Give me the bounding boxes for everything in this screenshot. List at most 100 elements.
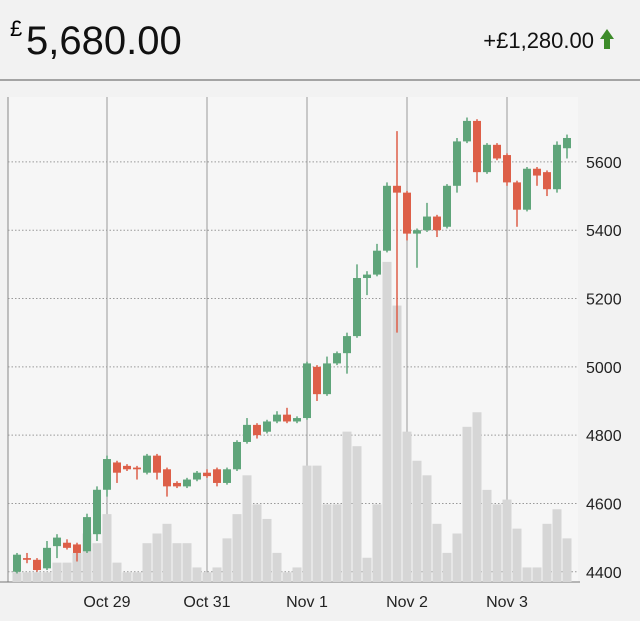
volume-bar (492, 504, 502, 582)
candle-body (563, 137, 571, 149)
volume-bar (482, 489, 492, 582)
candle-body (423, 216, 431, 231)
candle-body (483, 144, 491, 173)
volume-bar (242, 475, 252, 582)
volume-bar (372, 504, 382, 582)
candle-body (473, 120, 481, 173)
volume-bar (522, 567, 532, 582)
candle-body (243, 424, 251, 442)
y-tick-label: 4600 (586, 496, 622, 513)
candle-body (453, 141, 461, 186)
volume-bar (32, 572, 42, 582)
volume-bar (92, 543, 102, 582)
price-change: +£1,280.00 (483, 28, 594, 53)
volume-bar (62, 562, 72, 582)
candle-body (273, 414, 281, 422)
candle-body (173, 482, 181, 487)
volume-bar (422, 475, 432, 582)
volume-bar (252, 504, 262, 582)
volume-bar (172, 543, 182, 582)
candle-body (533, 168, 541, 176)
candle-body (113, 462, 121, 473)
candle-body (233, 441, 241, 470)
volume-bar (342, 431, 352, 582)
volume-bar (542, 523, 552, 582)
candle-body (283, 414, 291, 422)
y-tick-label: 4400 (586, 565, 622, 582)
volume-bar (362, 557, 372, 582)
x-tick-label: Oct 31 (183, 594, 230, 611)
candle-body (223, 469, 231, 483)
volume-bar (472, 412, 482, 582)
volume-bar (532, 567, 542, 582)
volume-bar (552, 509, 562, 582)
candle-body (183, 479, 191, 487)
volume-bar (322, 504, 332, 582)
volume-bar (562, 538, 572, 582)
x-tick-label: Oct 29 (83, 594, 130, 611)
volume-bar (352, 446, 362, 582)
candle-body (123, 465, 131, 470)
candle-body (513, 182, 521, 210)
volume-bar (82, 533, 92, 582)
volume-bar (262, 518, 272, 582)
candle-body (373, 250, 381, 275)
y-tick-label: 4800 (586, 428, 622, 445)
currency-symbol: £ (10, 16, 22, 41)
candle-body (63, 542, 71, 548)
candle-body (253, 424, 261, 436)
volume-bar (122, 572, 132, 582)
candle-body (73, 544, 81, 553)
volume-bar (212, 567, 222, 582)
candle-body (33, 559, 41, 571)
x-tick-label: Nov 1 (286, 594, 328, 611)
candle-body (383, 185, 391, 251)
volume-bar (412, 460, 422, 582)
volume-bar (142, 543, 152, 582)
x-tick-label: Nov 3 (486, 594, 528, 611)
volume-bar (502, 499, 512, 582)
candle-body (133, 467, 141, 470)
volume-bar (382, 261, 392, 582)
volume-bar (402, 431, 412, 582)
volume-bar (162, 523, 172, 582)
candle-body (523, 168, 531, 210)
volume-bar (442, 552, 452, 582)
x-tick-label: Nov 2 (386, 594, 428, 611)
candle-body (303, 363, 311, 419)
volume-bar (272, 552, 282, 582)
volume-bar (42, 572, 52, 582)
candle-body (93, 489, 101, 535)
candle-body (153, 455, 161, 473)
volume-bar (152, 533, 162, 582)
candle-body (103, 459, 111, 490)
candle-body (213, 469, 221, 483)
volume-bar (72, 552, 82, 582)
volume-bar (222, 538, 232, 582)
volume-bar (392, 305, 402, 582)
candle-body (43, 547, 51, 569)
price: 5,680.00 (26, 19, 182, 63)
volume-bar (102, 514, 112, 582)
candle-body (353, 278, 361, 337)
candle-body (323, 363, 331, 395)
candle-body (493, 144, 501, 159)
volume-bar (512, 528, 522, 582)
candle-body (413, 230, 421, 234)
candle-body (163, 469, 171, 487)
volume-bar (332, 504, 342, 582)
volume-bar (232, 514, 242, 582)
candle-body (433, 216, 441, 231)
volume-bar (12, 572, 22, 582)
volume-bar (202, 572, 212, 582)
candle-body (503, 155, 511, 183)
candle-body (203, 472, 211, 477)
volume-bar (302, 465, 312, 582)
candle-body (263, 421, 271, 432)
candle-body (143, 455, 151, 473)
volume-bar (452, 533, 462, 582)
volume-bar (462, 426, 472, 582)
y-tick-label: 5000 (586, 360, 622, 377)
